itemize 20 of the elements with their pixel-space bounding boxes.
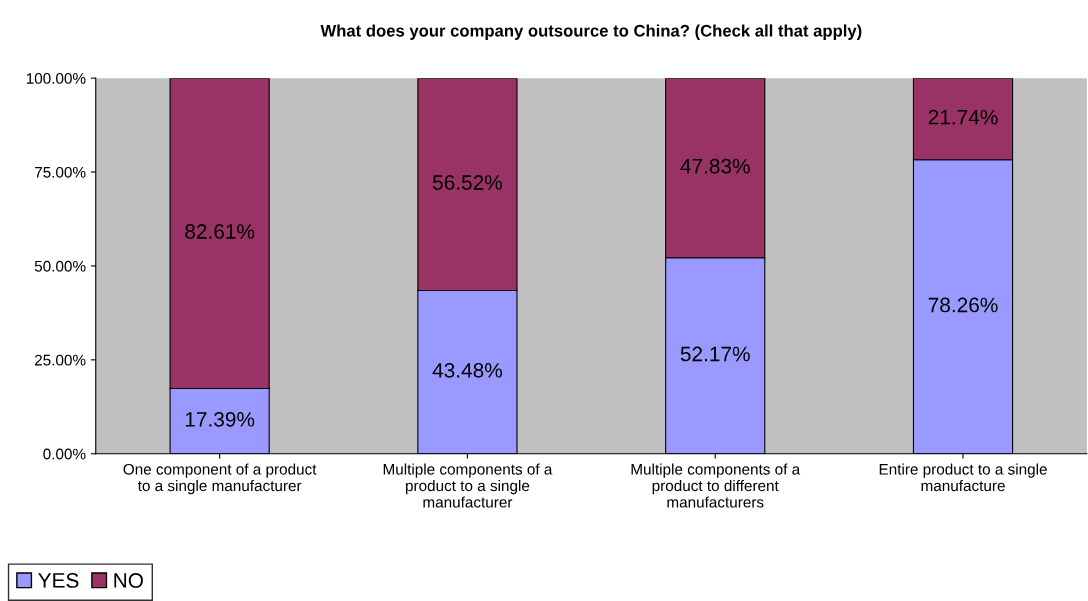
data-label: 17.39% bbox=[185, 411, 255, 427]
y-tick-label: 0.00% bbox=[43, 448, 86, 460]
legend-label: NO bbox=[114, 573, 143, 588]
data-label: 82.61% bbox=[185, 224, 255, 239]
y-tick-label: 75.00% bbox=[34, 166, 86, 178]
x-tick-label: Entire product to a single manufacture bbox=[879, 463, 1047, 492]
x-tick-label: One component of a product to a single manufacturer bbox=[123, 463, 317, 495]
data-label: 47.83% bbox=[680, 158, 750, 174]
y-tick-label: 25.00% bbox=[34, 354, 86, 366]
legend-label: YES bbox=[38, 573, 79, 588]
x-tick-label: Multiple components of a product to a single manufacturer bbox=[383, 463, 553, 508]
data-label: 78.26% bbox=[928, 297, 998, 313]
data-label: 56.52% bbox=[432, 175, 503, 190]
y-tick-label: 100.00% bbox=[26, 73, 86, 84]
y-tick-label: 50.00% bbox=[34, 260, 86, 272]
data-label: 52.17% bbox=[680, 346, 750, 362]
data-label: 43.48% bbox=[432, 362, 503, 378]
data-label: 21.74% bbox=[928, 109, 998, 125]
chart-title: What does your company outsource to China? (Check all that apply) bbox=[320, 24, 862, 40]
x-tick-label: Multiple components of a product to different manufacturers bbox=[631, 463, 801, 508]
